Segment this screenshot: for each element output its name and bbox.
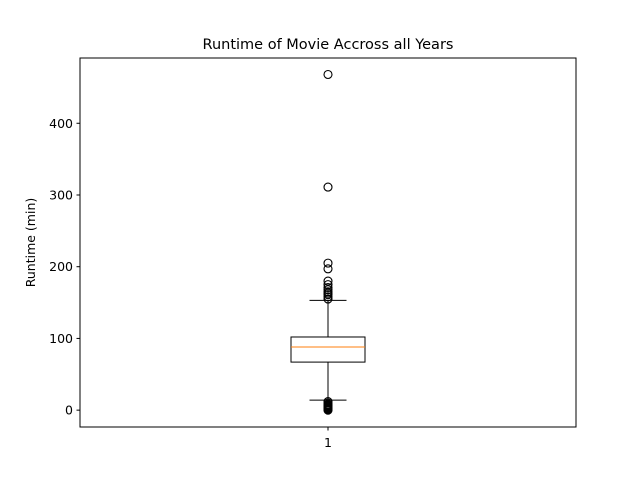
y-tick-label: 0 <box>65 403 73 418</box>
box-group <box>290 69 366 415</box>
outlier-point <box>323 69 333 80</box>
y-axis-label: Runtime (min) <box>23 198 38 288</box>
y-tick-label: 100 <box>49 331 73 346</box>
outlier-point <box>323 182 333 192</box>
outlier-point <box>323 258 333 268</box>
x-tick-label: 1 <box>324 435 332 450</box>
outlier-point <box>323 282 333 293</box>
outlier-point <box>323 276 333 286</box>
y-tick-label: 400 <box>49 116 73 131</box>
y-axis-ticks: 0 100 200 300 400 <box>49 116 80 418</box>
outlier-point <box>323 396 333 407</box>
iqr-box <box>290 336 366 363</box>
x-axis-ticks: 1 <box>324 427 332 450</box>
chart-title: Runtime of Movie Accross all Years <box>203 37 454 53</box>
outlier-point <box>323 280 333 290</box>
y-tick-label: 300 <box>49 187 73 202</box>
y-tick-label: 200 <box>49 259 73 274</box>
outlier-point <box>323 264 333 274</box>
